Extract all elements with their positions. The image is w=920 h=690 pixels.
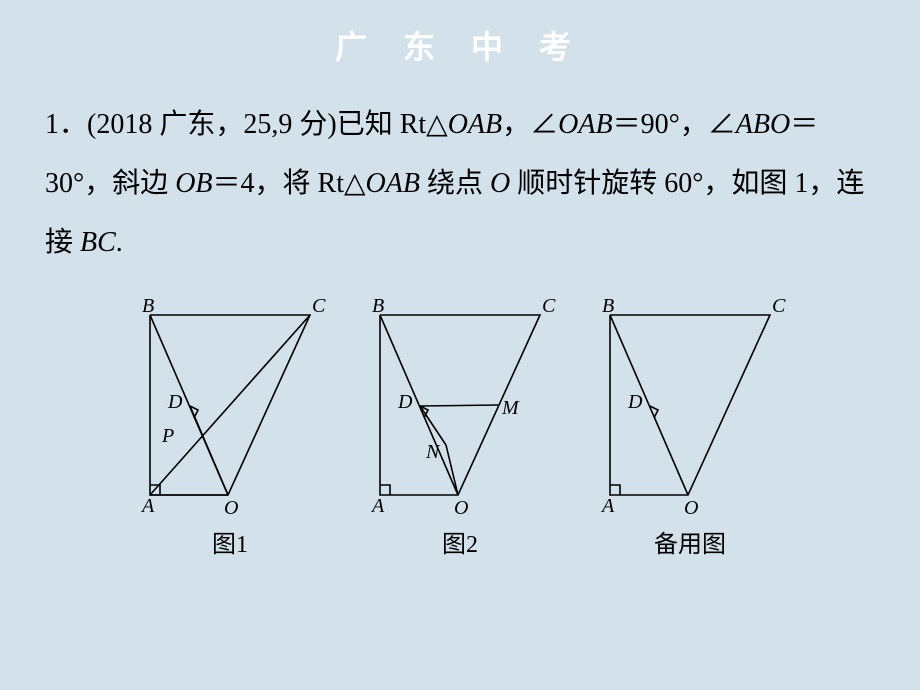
label-o: O <box>454 497 468 519</box>
diagram-2: B C A O D M N <box>360 290 560 520</box>
figure-1: B C A O D P 图1 <box>130 290 330 559</box>
source-close: ) <box>327 109 336 140</box>
label-a: A <box>370 495 385 517</box>
slide-title: 广 东 中 考 <box>45 22 875 68</box>
label-o: O <box>224 497 238 519</box>
triangle-oab-2: OAB <box>366 168 420 199</box>
figures-row: B C A O D P 图1 <box>45 290 875 559</box>
problem-text: 1．(2018 广东，25,9 分)已知 Rt△OAB，∠OAB＝90°，∠AB… <box>45 96 875 272</box>
problem-number: 1． <box>45 109 87 140</box>
label-b: B <box>602 295 614 317</box>
angle-abo: ABO <box>736 109 790 140</box>
problem-t8: . <box>116 227 123 258</box>
label-d: D <box>627 391 643 413</box>
point-o: O <box>490 168 510 199</box>
label-d: D <box>397 391 413 413</box>
segment-ob: OB <box>175 168 212 199</box>
figure-3-label: 备用图 <box>654 524 726 559</box>
problem-source: 2018 广东，25,9 分 <box>96 109 327 140</box>
problem-t1: 已知 Rt△ <box>337 109 448 140</box>
label-p: P <box>161 425 174 447</box>
problem-t2: ，∠ <box>502 109 558 140</box>
label-a: A <box>600 495 615 517</box>
source-open: ( <box>87 109 96 140</box>
angle-oab: OAB <box>558 109 612 140</box>
label-m: M <box>501 397 520 419</box>
label-o: O <box>684 497 698 519</box>
triangle-oab: OAB <box>448 109 502 140</box>
label-n: N <box>425 441 441 463</box>
slide: 广 东 中 考 1．(2018 广东，25,9 分)已知 Rt△OAB，∠OAB… <box>0 0 920 690</box>
figure-2-label: 图2 <box>442 524 478 559</box>
problem-t6: 绕点 <box>420 168 490 199</box>
diagram-1: B C A O D P <box>130 290 330 520</box>
figure-2: B C A O D M N 图2 <box>360 290 560 559</box>
figure-1-label: 图1 <box>212 524 248 559</box>
label-c: C <box>312 295 326 317</box>
label-c: C <box>542 295 556 317</box>
problem-t5: ＝4，将 Rt△ <box>213 168 366 199</box>
label-b: B <box>372 295 384 317</box>
label-d: D <box>167 391 183 413</box>
problem-t3: ＝90°，∠ <box>613 109 736 140</box>
label-c: C <box>772 295 786 317</box>
diagram-3: B C A O D <box>590 290 790 520</box>
label-a: A <box>140 495 155 517</box>
figure-3: B C A O D 备用图 <box>590 290 790 559</box>
label-b: B <box>142 295 154 317</box>
segment-bc: BC <box>80 227 116 258</box>
